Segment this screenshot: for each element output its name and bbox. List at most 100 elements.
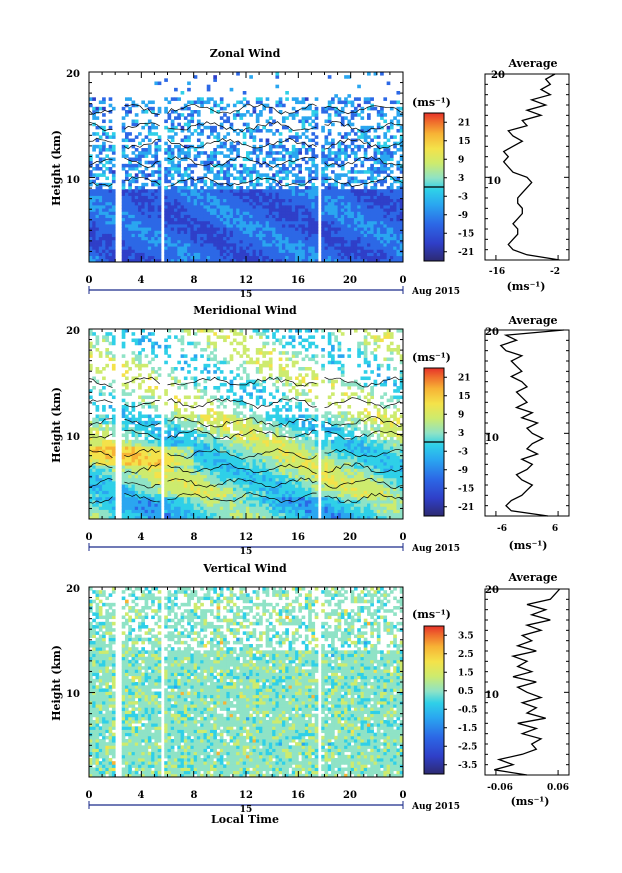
heatmap-cell [92, 205, 96, 209]
heatmap-cell [196, 455, 201, 460]
heatmap-cell [210, 198, 214, 203]
heatmap-cell [360, 220, 365, 225]
heatmap-cell [174, 186, 178, 190]
heatmap-cell [92, 386, 96, 390]
heatmap-cell [124, 189, 129, 193]
heatmap-cell [124, 468, 129, 472]
heatmap-cell [363, 230, 368, 234]
heatmap-cell [187, 509, 191, 514]
heatmap-cell [203, 509, 208, 514]
heatmap-cell [92, 208, 96, 212]
heatmap-cell [157, 443, 162, 447]
heatmap-cell [157, 167, 162, 171]
heatmap-cell [154, 205, 159, 209]
heatmap-cell [95, 192, 100, 196]
heatmap-cell [144, 446, 149, 450]
heatmap-cell [187, 512, 191, 517]
heatmap-cell [376, 255, 381, 260]
heatmap-cell [98, 481, 103, 485]
heatmap-cell [183, 500, 188, 504]
heatmap-cell [193, 477, 198, 482]
heatmap-cell [285, 227, 289, 231]
heatmap-cell [376, 211, 381, 215]
heatmap-cell [249, 198, 253, 203]
heatmap-cell [180, 138, 185, 143]
heatmap-cell [157, 487, 162, 491]
heatmap-cell [92, 97, 96, 101]
heatmap-cell [219, 125, 224, 130]
heatmap-cell [321, 224, 325, 228]
heatmap-cell [216, 160, 221, 165]
heatmap-cell [206, 195, 211, 200]
heatmap-cell [183, 420, 188, 425]
heatmap-cell [147, 243, 152, 247]
heatmap-cell [399, 201, 404, 206]
heatmap-cell [157, 246, 162, 250]
heatmap-cell [177, 186, 181, 190]
heatmap-cell [121, 233, 126, 238]
heatmap-cell [151, 465, 155, 469]
heatmap-cell [324, 163, 329, 168]
heatmap-cell [216, 170, 221, 174]
heatmap-cell [180, 195, 185, 200]
heatmap-cell [108, 233, 113, 238]
heatmap-cell [344, 97, 348, 101]
heatmap-cell [154, 125, 159, 130]
heatmap-cell [174, 170, 178, 174]
heatmap-cell [344, 195, 348, 200]
heatmap-cell [340, 211, 345, 215]
heatmap-cell [236, 198, 240, 203]
heatmap-cell [111, 195, 116, 200]
heatmap-cell [357, 211, 361, 215]
heatmap-cell [183, 186, 188, 190]
heatmap-cell [281, 167, 286, 171]
heatmap-cell [124, 258, 129, 263]
heatmap-cell [157, 173, 162, 177]
heatmap-cell [138, 360, 142, 365]
heatmap-cell [95, 455, 100, 460]
heatmap-cell [154, 496, 159, 501]
colorbar-tick-label: -21 [458, 248, 474, 258]
heatmap-cell [252, 220, 257, 225]
heatmap-cell [373, 135, 378, 139]
heatmap-cell [138, 373, 142, 377]
heatmap-cell [203, 471, 208, 476]
heatmap-cell [367, 167, 371, 171]
heatmap-cell [144, 198, 149, 203]
heatmap-cell [327, 141, 332, 146]
heatmap-cell [278, 211, 283, 215]
heatmap-cell [183, 246, 188, 250]
heatmap-cell [108, 484, 113, 488]
heatmap-cell [196, 506, 201, 510]
heatmap-cell [92, 515, 96, 520]
heatmap-cell [399, 233, 404, 238]
heatmap-cell [141, 154, 145, 158]
heatmap-cell [170, 217, 175, 222]
heatmap-cell [131, 490, 136, 495]
heatmap-cell [265, 201, 270, 206]
heatmap-cell [298, 227, 302, 231]
heatmap-cell [89, 471, 93, 476]
heatmap-cell [131, 455, 136, 460]
heatmap-cell [121, 468, 126, 472]
heatmap-cell [236, 176, 240, 181]
heatmap-cell [147, 389, 152, 393]
heatmap-cell [259, 182, 263, 187]
heatmap-cell [203, 487, 208, 491]
heatmap-cell [311, 119, 316, 124]
heatmap-cell [141, 484, 145, 488]
heatmap-cell [223, 217, 227, 222]
heatmap-cell [167, 154, 172, 158]
heatmap-cell [206, 208, 211, 212]
heatmap-cell [268, 167, 273, 171]
heatmap-cell [213, 198, 217, 203]
heatmap-cell [393, 141, 397, 146]
heatmap-cell [396, 236, 401, 241]
heatmap-cell [213, 192, 217, 196]
heatmap-cell [154, 132, 159, 136]
heatmap-cell [203, 205, 208, 209]
heatmap-cell [105, 167, 110, 171]
heatmap-cell [196, 452, 201, 457]
heatmap-cell [124, 503, 129, 507]
heatmap-cell [183, 239, 188, 244]
